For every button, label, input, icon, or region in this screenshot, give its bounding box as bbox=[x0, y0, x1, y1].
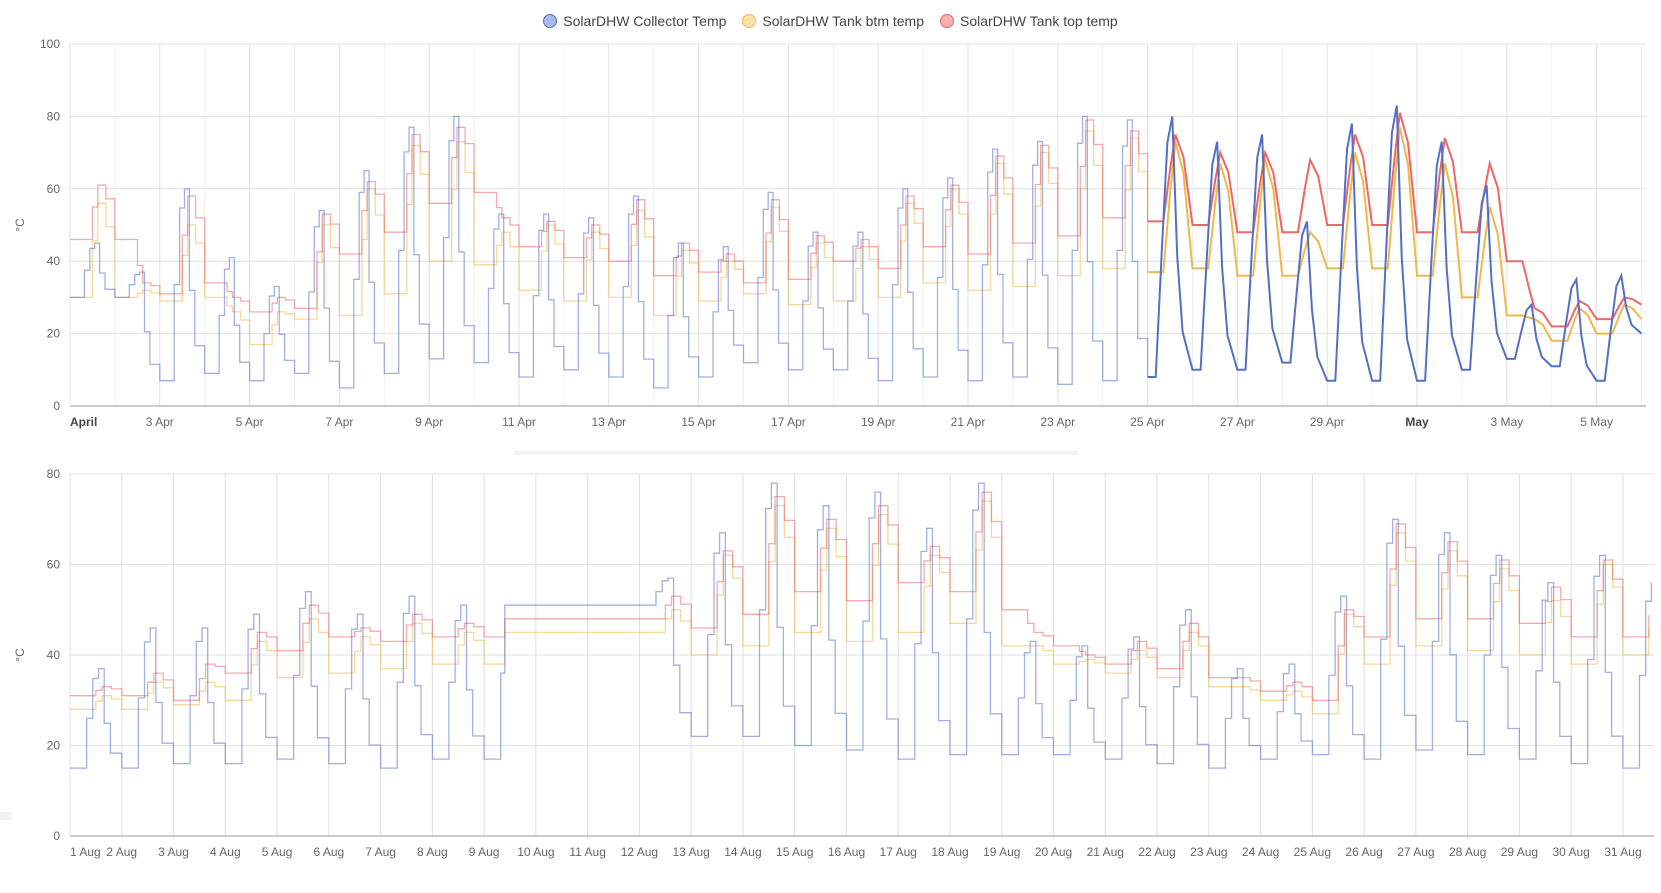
x-tick-label: 2 Aug bbox=[106, 845, 137, 859]
legend-item-collector[interactable]: SolarDHW Collector Temp bbox=[543, 13, 726, 29]
x-tick-label: 25 Apr bbox=[1130, 415, 1165, 429]
y-tick-label: 20 bbox=[47, 739, 61, 753]
x-tick-label: 24 Aug bbox=[1242, 845, 1279, 859]
y-tick-label: 0 bbox=[53, 829, 60, 843]
y-tick-label: 80 bbox=[47, 467, 61, 481]
x-tick-label: 8 Aug bbox=[417, 845, 448, 859]
x-tick-label: 5 Aug bbox=[262, 845, 293, 859]
chart-legend: SolarDHW Collector Temp SolarDHW Tank bt… bbox=[0, 10, 1661, 32]
series-line-tank-top-stepped bbox=[70, 119, 1149, 313]
x-tick-label: 5 Apr bbox=[236, 415, 264, 429]
x-tick-label: 21 Aug bbox=[1087, 845, 1124, 859]
x-tick-label: 19 Aug bbox=[983, 845, 1020, 859]
tank-top-dot-icon bbox=[940, 14, 954, 28]
x-tick-label: 13 Aug bbox=[672, 845, 709, 859]
x-tick-label: 14 Aug bbox=[724, 845, 761, 859]
x-tick-label: 13 Apr bbox=[591, 415, 626, 429]
series-line-collector-stepped bbox=[70, 115, 1149, 389]
x-tick-label: 1 Aug bbox=[70, 845, 101, 859]
y-axis-label: °C bbox=[13, 648, 27, 662]
x-tick-label: 11 Aug bbox=[569, 845, 605, 859]
x-tick-label: 17 Aug bbox=[880, 845, 917, 859]
x-tick-label: 29 Apr bbox=[1310, 415, 1345, 429]
y-tick-label: 60 bbox=[47, 182, 61, 196]
x-tick-label: 30 Aug bbox=[1552, 845, 1589, 859]
series-line-collector bbox=[70, 482, 1653, 769]
x-tick-label: 22 Aug bbox=[1138, 845, 1175, 859]
april-may-temperature-chart[interactable]: 0 20 40 60 80 100 April 3 Apr 5 Apr 7 Apr 9 Apr 11 … bbox=[0, 30, 1661, 440]
x-tick-label: 7 Apr bbox=[325, 415, 353, 429]
x-tick-label: 17 Apr bbox=[771, 415, 806, 429]
series-line-tank-bottom-detailed bbox=[1147, 127, 1643, 342]
y-tick-label: 60 bbox=[47, 558, 61, 572]
legend-item-tank-btm[interactable]: SolarDHW Tank btm temp bbox=[742, 13, 924, 29]
x-tick-label: 15 Apr bbox=[681, 415, 716, 429]
x-tick-label: 20 Aug bbox=[1035, 845, 1072, 859]
chart-divider bbox=[513, 451, 1079, 455]
y-tick-label: 40 bbox=[47, 648, 61, 662]
legend-item-tank-top[interactable]: SolarDHW Tank top temp bbox=[940, 13, 1118, 29]
y-tick-label: 0 bbox=[53, 399, 60, 413]
x-tick-label: 3 Apr bbox=[146, 415, 174, 429]
x-tick-label: 21 Apr bbox=[951, 415, 986, 429]
y-axis-label: °C bbox=[13, 218, 27, 232]
x-tick-label: 26 Aug bbox=[1345, 845, 1382, 859]
x-tick-label: 4 Aug bbox=[210, 845, 241, 859]
grid bbox=[69, 473, 1654, 837]
x-tick-label: 12 Aug bbox=[621, 845, 658, 859]
x-tick-label: 11 Apr bbox=[502, 415, 536, 429]
y-tick-label: 20 bbox=[47, 327, 61, 341]
series-line-collector-detailed bbox=[1147, 105, 1643, 382]
x-tick-label: 31 Aug bbox=[1604, 845, 1641, 859]
legend-label-tank-btm: SolarDHW Tank btm temp bbox=[762, 13, 924, 29]
y-tick-label: 40 bbox=[47, 254, 61, 268]
x-tick-label: 10 Aug bbox=[517, 845, 554, 859]
x-tick-label: April bbox=[70, 415, 97, 429]
series-line-tank-top bbox=[70, 491, 1650, 701]
y-tick-label: 80 bbox=[47, 109, 61, 123]
y-tick-label: 100 bbox=[40, 37, 60, 51]
x-tick-label: 27 Apr bbox=[1220, 415, 1255, 429]
x-tick-label: 19 Apr bbox=[861, 415, 896, 429]
x-tick-label: 23 Apr bbox=[1040, 415, 1075, 429]
x-tick-label: 27 Aug bbox=[1397, 845, 1434, 859]
corner-mark bbox=[0, 812, 12, 820]
x-tick-label: 15 Aug bbox=[776, 845, 813, 859]
x-tick-label: 9 Apr bbox=[415, 415, 443, 429]
x-tick-label: 3 May bbox=[1490, 415, 1523, 429]
x-tick-label: 29 Aug bbox=[1501, 845, 1538, 859]
august-temperature-chart[interactable]: 0 20 40 60 80 1 Aug 2 Aug 3 Aug 4 Aug 5 Aug 6 Aug 7… bbox=[0, 460, 1661, 870]
x-tick-label: May bbox=[1405, 415, 1429, 429]
x-tick-label: 7 Aug bbox=[365, 845, 396, 859]
series-line-tank-bottom bbox=[70, 500, 1650, 715]
x-tick-label: 9 Aug bbox=[469, 845, 500, 859]
x-tick-label: 18 Aug bbox=[931, 845, 968, 859]
legend-label-collector: SolarDHW Collector Temp bbox=[563, 13, 727, 29]
x-tick-label: 5 May bbox=[1580, 415, 1613, 429]
x-tick-label: 6 Aug bbox=[313, 845, 344, 859]
x-tick-label: 16 Aug bbox=[828, 845, 865, 859]
x-tick-label: 3 Aug bbox=[158, 845, 189, 859]
x-tick-label: 23 Aug bbox=[1190, 845, 1227, 859]
tank-btm-dot-icon bbox=[742, 14, 757, 28]
x-tick-label: 25 Aug bbox=[1294, 845, 1331, 859]
x-tick-label: 28 Aug bbox=[1449, 845, 1486, 859]
legend-label-tank-top: SolarDHW Tank top temp bbox=[960, 13, 1118, 29]
collector-dot-icon bbox=[543, 14, 558, 28]
series-line-tank-top-detailed bbox=[1147, 112, 1643, 328]
series-line-tank-bottom-stepped bbox=[70, 130, 1149, 346]
